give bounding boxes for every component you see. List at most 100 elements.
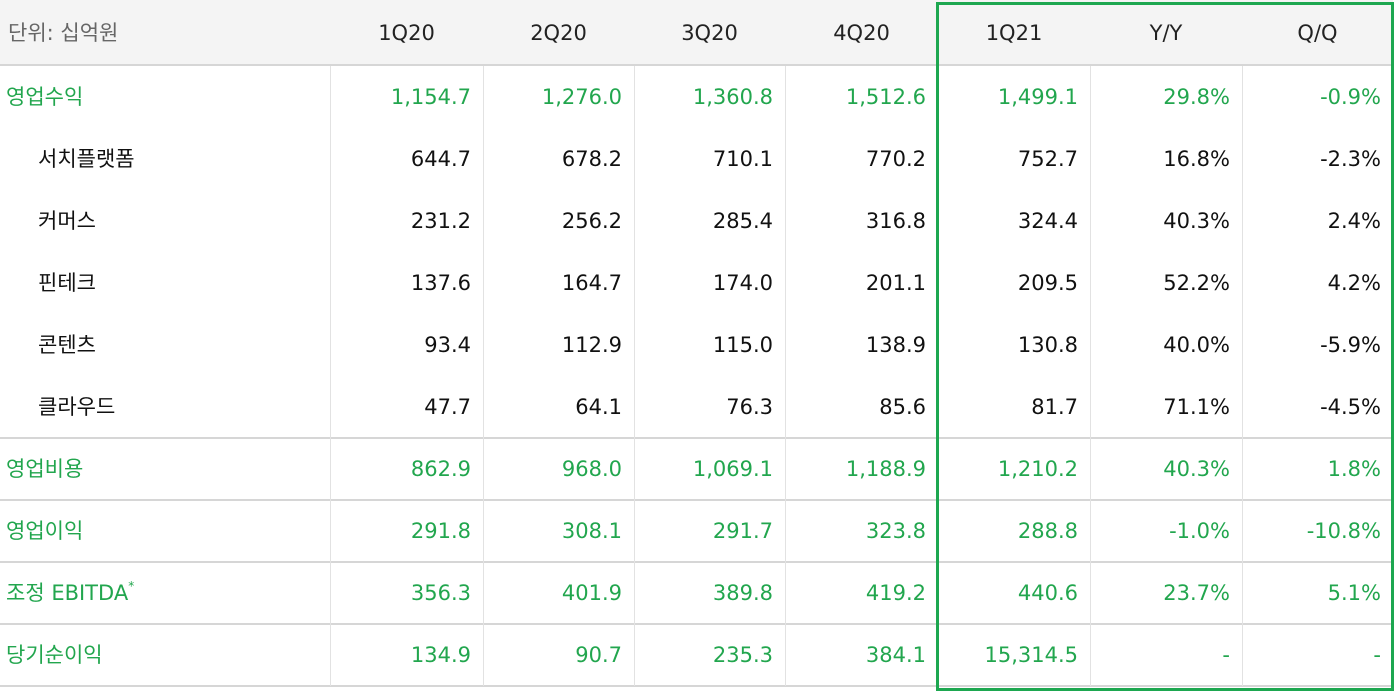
value-cell: 2.4% bbox=[1327, 209, 1381, 233]
value-cell: 1,069.1 bbox=[692, 457, 773, 481]
value-cell: 1,499.1 bbox=[997, 85, 1078, 109]
value-cell: 164.7 bbox=[561, 271, 622, 295]
value-cell: - bbox=[1373, 643, 1381, 667]
value-cell: 40.3% bbox=[1163, 209, 1230, 233]
value-cell: 4.2% bbox=[1327, 271, 1381, 295]
value-cell: 15,314.5 bbox=[984, 643, 1078, 667]
value-cell: 752.7 bbox=[1017, 147, 1078, 171]
footnote-mark: * bbox=[128, 579, 135, 593]
value-cell: 137.6 bbox=[410, 271, 471, 295]
value-cell: 115.0 bbox=[712, 333, 773, 357]
value-cell: 1.8% bbox=[1327, 457, 1381, 481]
value-cell: 324.4 bbox=[1017, 209, 1078, 233]
value-cell: 90.7 bbox=[575, 643, 622, 667]
value-cell: 384.1 bbox=[865, 643, 926, 667]
value-cell: 209.5 bbox=[1017, 271, 1078, 295]
value-cell: 64.1 bbox=[575, 395, 622, 419]
value-cell: 291.8 bbox=[410, 519, 471, 543]
column-header: Q/Q bbox=[1297, 21, 1338, 45]
value-cell: 1,512.6 bbox=[845, 85, 926, 109]
value-cell: 308.1 bbox=[561, 519, 622, 543]
value-cell: 5.1% bbox=[1327, 581, 1381, 605]
row-rule bbox=[0, 561, 1393, 563]
value-cell: 47.7 bbox=[424, 395, 471, 419]
value-cell: 23.7% bbox=[1163, 581, 1230, 605]
value-cell: 231.2 bbox=[410, 209, 471, 233]
unit-label: 단위: 십억원 bbox=[8, 21, 119, 45]
value-cell: 401.9 bbox=[561, 581, 622, 605]
value-cell: 710.1 bbox=[712, 147, 773, 171]
value-cell: 288.8 bbox=[1017, 519, 1078, 543]
value-cell: - bbox=[1222, 643, 1230, 667]
value-cell: 130.8 bbox=[1017, 333, 1078, 357]
column-rule bbox=[1242, 66, 1243, 686]
value-cell: 1,210.2 bbox=[997, 457, 1078, 481]
column-header: 1Q21 bbox=[985, 21, 1043, 45]
value-cell: 1,188.9 bbox=[845, 457, 926, 481]
column-header: Y/Y bbox=[1149, 21, 1183, 45]
value-cell: 770.2 bbox=[865, 147, 926, 171]
value-cell: 644.7 bbox=[410, 147, 471, 171]
value-cell: 968.0 bbox=[561, 457, 622, 481]
segment-label: 콘텐츠 bbox=[38, 333, 96, 357]
segment-label: 클라우드 bbox=[38, 395, 116, 419]
value-cell: 440.6 bbox=[1017, 581, 1078, 605]
column-rule bbox=[634, 66, 635, 686]
value-cell: 71.1% bbox=[1163, 395, 1230, 419]
segment-label: 커머스 bbox=[38, 209, 96, 233]
value-cell: 256.2 bbox=[561, 209, 622, 233]
value-cell: -2.3% bbox=[1320, 147, 1381, 171]
value-cell: 356.3 bbox=[410, 581, 471, 605]
row-label: 영업이익 bbox=[6, 519, 84, 543]
value-cell: -4.5% bbox=[1320, 395, 1381, 419]
value-cell: -10.8% bbox=[1306, 519, 1381, 543]
value-cell: 285.4 bbox=[712, 209, 773, 233]
value-cell: 16.8% bbox=[1163, 147, 1230, 171]
value-cell: 1,360.8 bbox=[692, 85, 773, 109]
value-cell: 1,154.7 bbox=[390, 85, 471, 109]
value-cell: 112.9 bbox=[561, 333, 622, 357]
row-rule bbox=[0, 499, 1393, 501]
value-cell: 85.6 bbox=[879, 395, 926, 419]
row-rule bbox=[0, 685, 1393, 687]
value-cell: 29.8% bbox=[1163, 85, 1230, 109]
column-rule bbox=[1090, 66, 1091, 686]
value-cell: 134.9 bbox=[410, 643, 471, 667]
value-cell: 93.4 bbox=[424, 333, 471, 357]
row-rule bbox=[0, 623, 1393, 625]
row-label: 영업수익 bbox=[6, 85, 84, 109]
value-cell: 1,276.0 bbox=[541, 85, 622, 109]
value-cell: -0.9% bbox=[1320, 85, 1381, 109]
header-bg bbox=[0, 0, 1393, 66]
value-cell: 138.9 bbox=[865, 333, 926, 357]
row-label: 당기순이익 bbox=[6, 643, 103, 667]
column-header: 4Q20 bbox=[833, 21, 890, 45]
value-cell: 678.2 bbox=[561, 147, 622, 171]
value-cell: -5.9% bbox=[1320, 333, 1381, 357]
value-cell: 76.3 bbox=[726, 395, 773, 419]
value-cell: 323.8 bbox=[865, 519, 926, 543]
column-header: 3Q20 bbox=[681, 21, 738, 45]
value-cell: 316.8 bbox=[865, 209, 926, 233]
column-header: 1Q20 bbox=[378, 21, 435, 45]
value-cell: 40.3% bbox=[1163, 457, 1230, 481]
column-header: 2Q20 bbox=[530, 21, 587, 45]
value-cell: -1.0% bbox=[1169, 519, 1230, 543]
segment-label: 핀테크 bbox=[38, 271, 96, 295]
value-cell: 389.8 bbox=[712, 581, 773, 605]
segment-label: 서치플랫폼 bbox=[38, 147, 135, 171]
column-rule bbox=[330, 66, 331, 686]
column-rule bbox=[483, 66, 484, 686]
value-cell: 52.2% bbox=[1163, 271, 1230, 295]
header-rule bbox=[0, 64, 1393, 66]
row-label: 영업비용 bbox=[6, 457, 84, 481]
row-label: 조정 EBITDA* bbox=[6, 579, 135, 605]
value-cell: 235.3 bbox=[712, 643, 773, 667]
value-cell: 201.1 bbox=[865, 271, 926, 295]
highlight-box bbox=[936, 2, 1394, 691]
value-cell: 81.7 bbox=[1031, 395, 1078, 419]
column-rule bbox=[785, 66, 786, 686]
value-cell: 174.0 bbox=[712, 271, 773, 295]
row-rule bbox=[0, 437, 1393, 439]
